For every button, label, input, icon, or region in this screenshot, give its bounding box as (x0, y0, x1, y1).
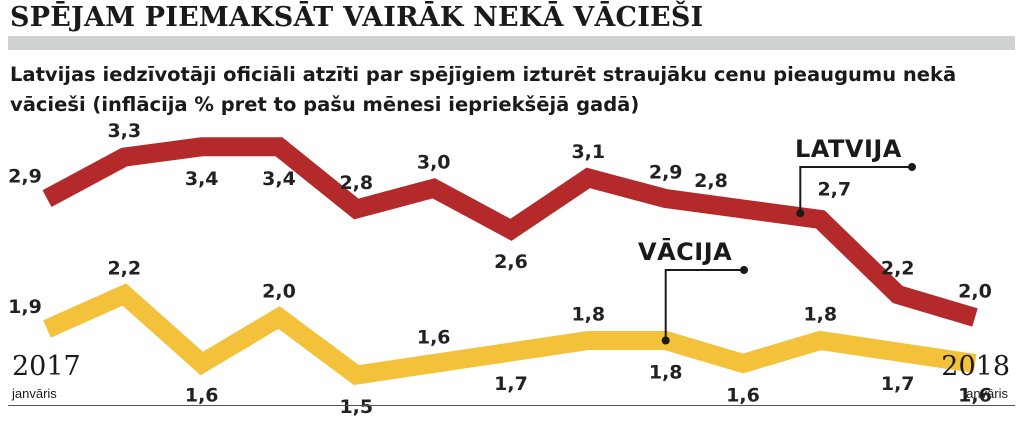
bottom-rule (8, 405, 1015, 406)
data-label: 3,1 (571, 141, 605, 163)
data-label: 1,8 (803, 304, 837, 326)
data-label: 2,2 (107, 258, 141, 280)
data-label: 1,5 (339, 396, 373, 418)
data-label: 2,6 (494, 251, 528, 273)
data-label: 1,7 (881, 373, 915, 395)
data-label: 2,0 (262, 281, 296, 303)
x-end-month: janvāris (962, 386, 1008, 401)
data-label: 2,2 (881, 258, 915, 280)
data-label: 3,4 (262, 168, 296, 190)
series-line-latvija (42, 137, 978, 327)
chart-headline: SPĒJAM PIEMAKSĀT VAIRĀK NEKĀ VĀCIEŠI (10, 2, 704, 33)
data-label: 2,8 (694, 170, 728, 192)
data-label: 2,7 (817, 178, 851, 200)
data-label: 1,6 (417, 327, 451, 349)
headline-rule (8, 36, 1015, 50)
x-start-month: janvāris (11, 386, 57, 401)
data-label: 2,9 (8, 166, 42, 188)
data-label: 1,9 (8, 296, 42, 318)
callout-leader (664, 269, 744, 341)
series-line-vacija (43, 283, 977, 385)
data-label: 2,9 (649, 162, 683, 184)
data-label: 1,8 (649, 362, 683, 384)
data-label: 3,3 (107, 120, 141, 142)
data-label: 2,0 (958, 281, 992, 303)
callout-end (740, 266, 748, 274)
series-name-vacija: VĀCIJA (638, 237, 732, 266)
data-label: 1,7 (494, 373, 528, 395)
data-label: 1,8 (571, 304, 605, 326)
data-label: 3,4 (185, 168, 219, 190)
data-label: 1,6 (185, 385, 219, 407)
data-label: 1,6 (726, 385, 760, 407)
chart-subtitle: Latvijas iedzīvotāji oficiāli atzīti par… (10, 63, 957, 116)
x-end-year: 2018 (941, 351, 1010, 382)
callout-leader (799, 166, 912, 214)
data-label: 2,8 (339, 172, 373, 194)
x-start-year: 2017 (12, 351, 81, 382)
series-name-latvija: LATVIJA (795, 135, 902, 163)
data-label: 3,0 (417, 151, 451, 173)
callout-end (908, 163, 916, 171)
data-label: 1,6 (958, 385, 992, 407)
